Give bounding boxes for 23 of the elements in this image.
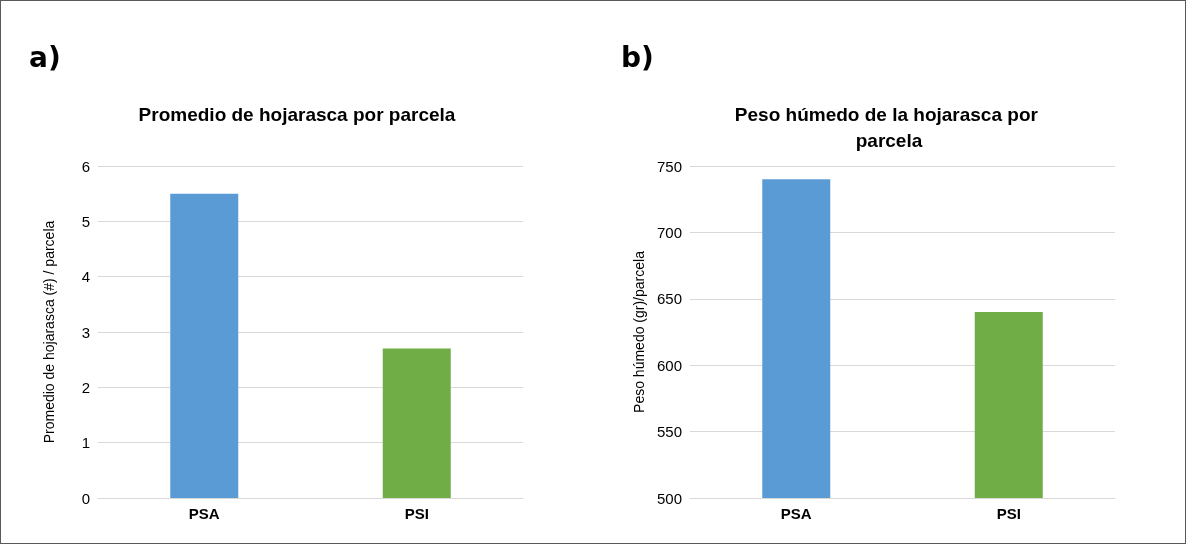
y-tick-label: 700 bbox=[656, 223, 682, 241]
chart-title: Promedio de hojarasca por parcela bbox=[138, 103, 456, 125]
x-tick-label: PSA bbox=[188, 505, 220, 522]
text: a) bbox=[29, 40, 61, 74]
y-tick-label: 6 bbox=[81, 157, 90, 175]
y-axis-title: Promedio de hojarasca (#) / parcela bbox=[41, 220, 57, 444]
chart-title: Peso húmedo de la hojarasca por parcela bbox=[734, 103, 1044, 151]
y-tick-label: 3 bbox=[81, 323, 90, 341]
y-tick-label: 750 bbox=[656, 157, 682, 175]
y-tick-label: 1 bbox=[81, 434, 90, 452]
y-tick-label: 2 bbox=[81, 378, 90, 396]
y-tick-label: 600 bbox=[656, 356, 682, 374]
y-tick-label: 4 bbox=[81, 268, 90, 286]
y-tick-label: 550 bbox=[656, 423, 682, 441]
y-tick-label: 5 bbox=[81, 212, 90, 230]
y-axis-title: Peso húmedo (gr)/parcela bbox=[631, 250, 648, 413]
x-tick-label: PSA bbox=[780, 505, 812, 522]
text: b) bbox=[621, 40, 654, 74]
y-tick-label: 650 bbox=[656, 290, 682, 308]
x-tick-label: PSI bbox=[404, 505, 429, 522]
y-tick-label: 0 bbox=[81, 489, 90, 507]
y-tick-label: 500 bbox=[656, 489, 682, 507]
x-tick-label: PSI bbox=[996, 505, 1021, 522]
